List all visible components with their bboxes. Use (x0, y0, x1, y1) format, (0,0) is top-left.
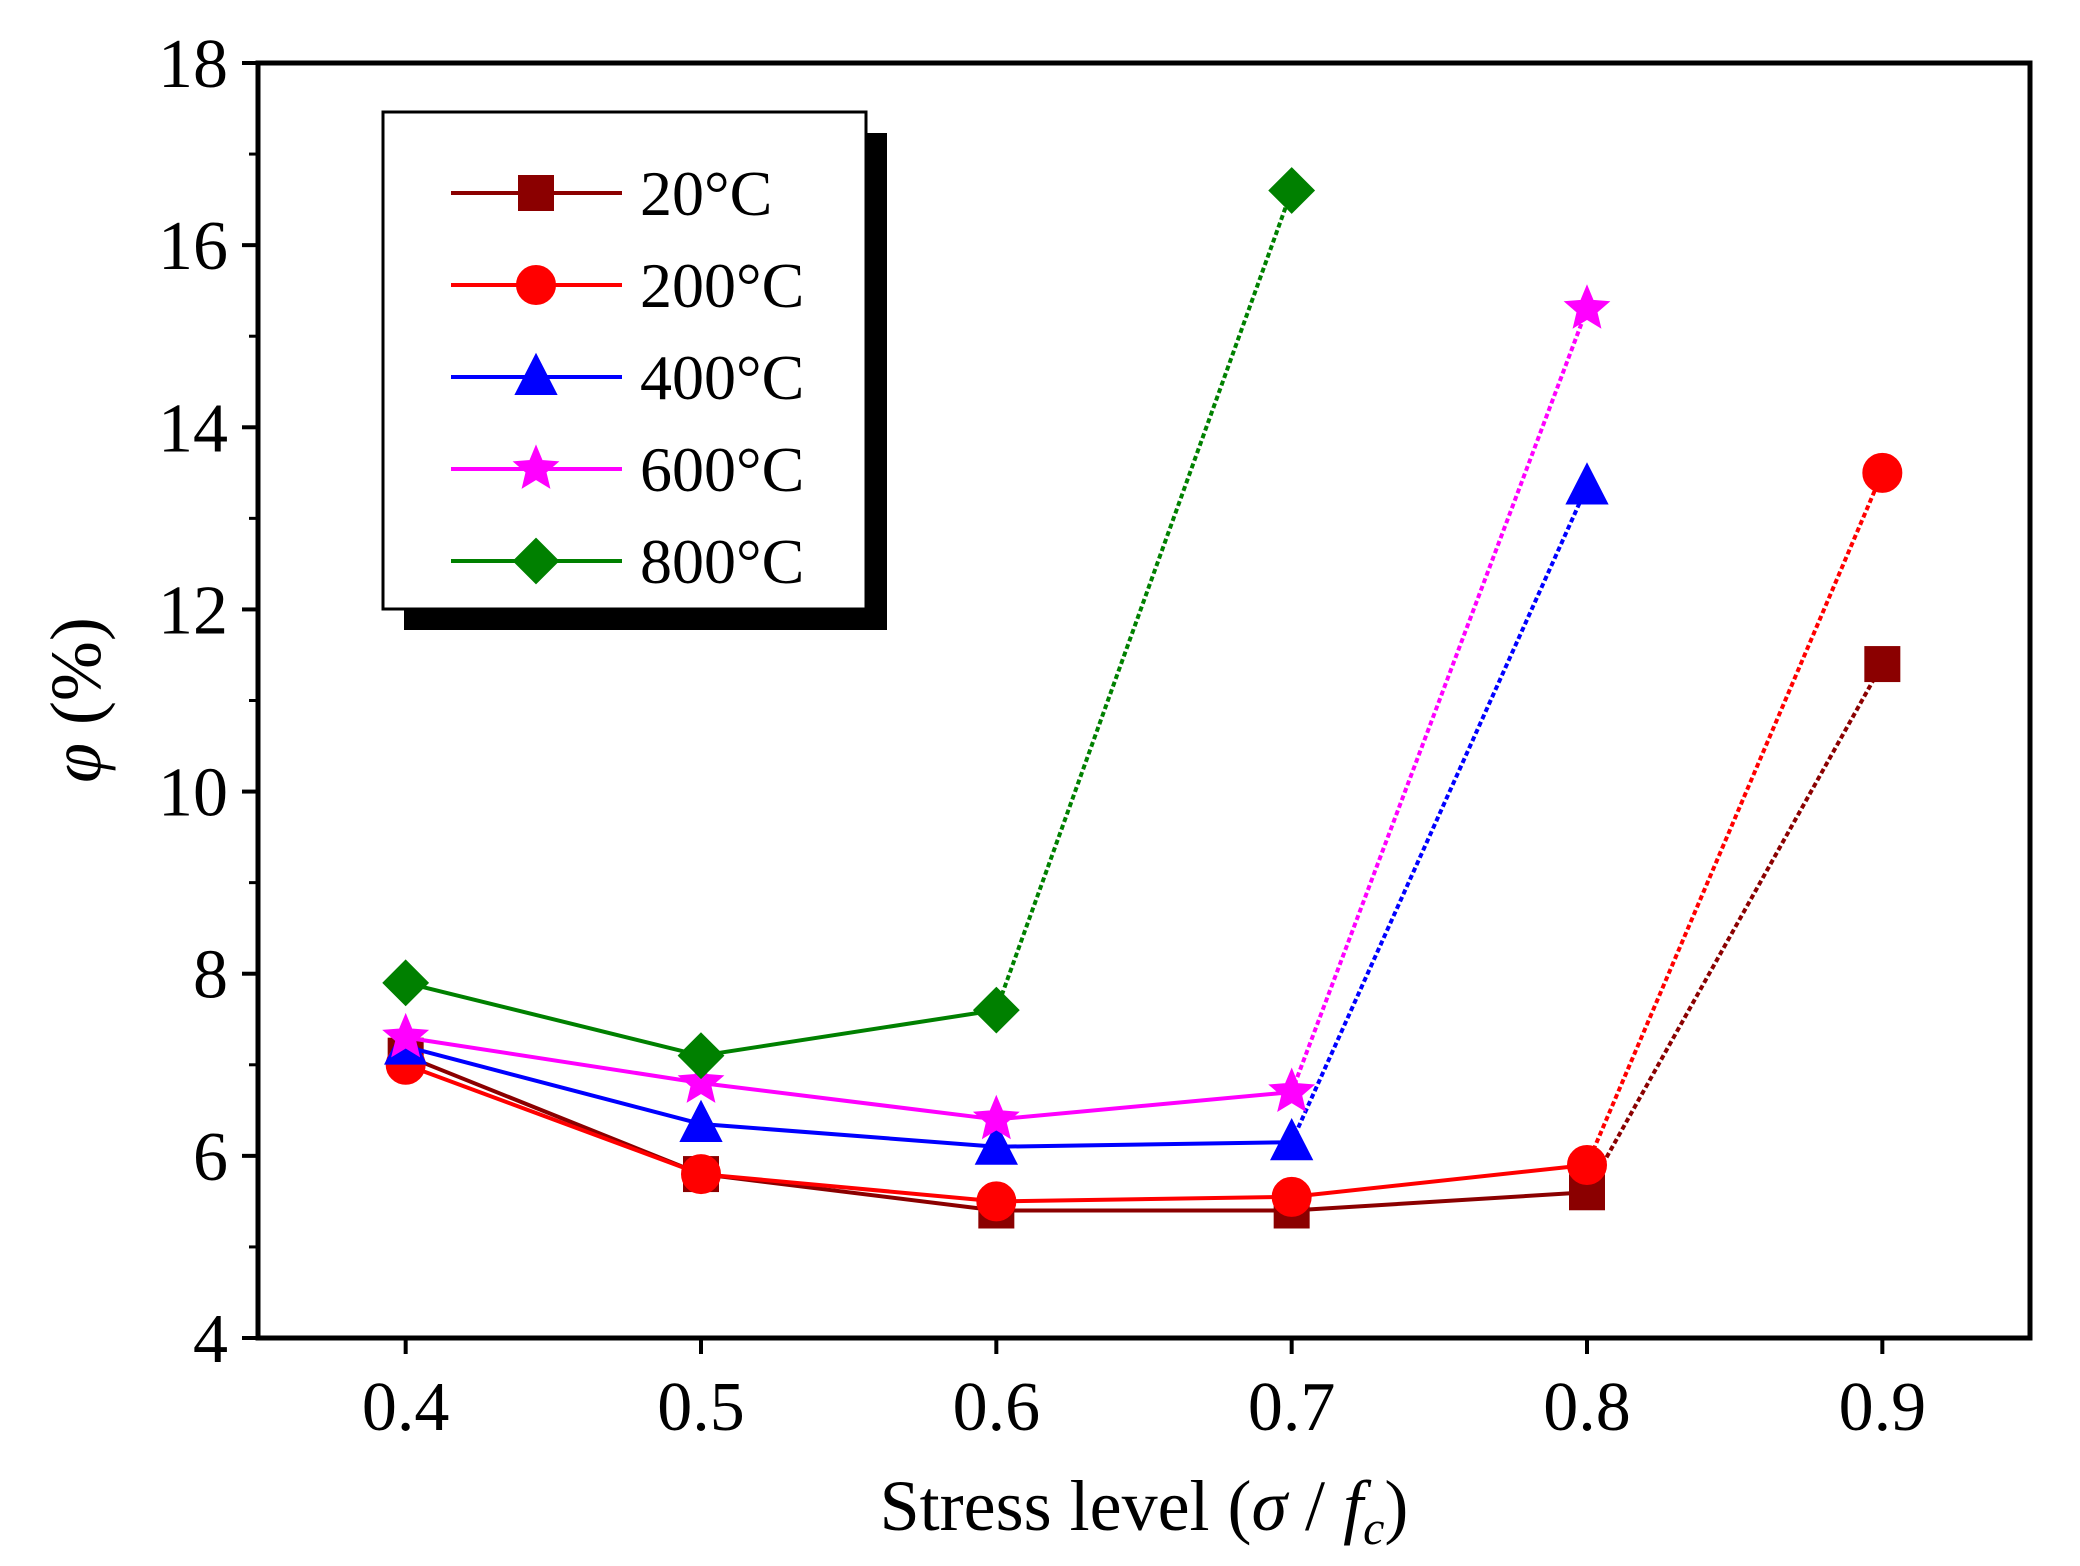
series-line-segment (700, 1081, 997, 1122)
legend-item: 200°C (451, 250, 804, 321)
data-point-marker (677, 1032, 725, 1080)
y-axis-title: φ (%) (36, 617, 116, 783)
x-axis-ticks: 0.4 0.5 0.6 0.7 0.8 0.9 (362, 1338, 1926, 1446)
legend: 20°C 200°C 400°C 600°C 800°C (381, 110, 887, 630)
series-line-segment (405, 1044, 702, 1126)
x-axis-title: Stress level (σ / fc) (880, 1466, 1409, 1555)
legend-items: 20°C 200°C 400°C 600°C 800°C (451, 158, 804, 597)
series-line-segment (1291, 1190, 1588, 1213)
x-tick-label: 0.7 (1248, 1369, 1336, 1446)
series-line-segment (700, 1121, 997, 1149)
data-point-marker (1268, 167, 1316, 214)
series-3 (382, 284, 1611, 1140)
y-tick-label: 12 (158, 572, 228, 649)
data-point-marker (382, 959, 430, 1007)
x-tick-label: 0.6 (953, 1369, 1041, 1446)
data-point-marker (972, 986, 1020, 1034)
y-tick-label: 8 (193, 937, 228, 1014)
data-point-marker (1268, 1067, 1316, 1113)
data-point-marker (679, 1099, 723, 1142)
legend-item: 800°C (451, 526, 804, 597)
series-line-segment (700, 1008, 997, 1058)
series-line-segment (404, 1062, 702, 1176)
series-line-segment (405, 1035, 702, 1085)
data-point-marker (1271, 1176, 1312, 1217)
legend-label: 800°C (640, 526, 804, 597)
legend-marker (516, 265, 556, 305)
y-tick-label: 10 (158, 755, 228, 832)
series-line-segment (1291, 1162, 1588, 1199)
data-point-marker (1862, 452, 1903, 493)
y-tick-label: 14 (158, 390, 228, 467)
x-tick-label: 0.8 (1543, 1369, 1631, 1446)
data-point-marker (972, 1094, 1020, 1140)
series-line-segment (1585, 472, 1885, 1166)
data-point-marker (681, 1154, 721, 1195)
series-line-segment (1289, 308, 1589, 1093)
legend-item: 20°C (451, 158, 772, 229)
series-line-segment (996, 1194, 1292, 1204)
data-point-marker (976, 1181, 1017, 1222)
x-tick-label: 0.5 (657, 1369, 745, 1446)
legend-marker (512, 537, 560, 585)
data-point-marker (974, 1122, 1018, 1165)
data-point-marker (1563, 284, 1611, 329)
y-tick-label: 18 (158, 26, 228, 103)
y-tick-label: 4 (193, 1301, 228, 1378)
data-point-marker (1565, 462, 1609, 505)
legend-label: 600°C (640, 434, 804, 505)
legend-item: 400°C (451, 342, 804, 413)
series-line-segment (1289, 485, 1589, 1144)
data-point-marker (382, 1012, 430, 1058)
data-point-marker (1270, 1118, 1314, 1161)
plot-area: 0.4 0.5 0.6 0.7 0.8 0.9 4 6 8 10 12 14 16 18 (158, 26, 2033, 1446)
legend-marker (518, 175, 554, 211)
series-layer (382, 167, 1903, 1229)
x-tick-label: 0.4 (362, 1369, 450, 1446)
series-line-segment (996, 1140, 1292, 1149)
series-line-segment (1585, 663, 1885, 1194)
series-line-segment (994, 189, 1294, 1011)
legend-label: 200°C (640, 250, 804, 321)
series-line-segment (405, 980, 702, 1058)
y-tick-label: 6 (193, 1119, 228, 1196)
data-point-marker (1567, 1144, 1607, 1185)
legend-item: 600°C (451, 434, 804, 505)
legend-marker (514, 352, 558, 395)
y-tick-label: 16 (158, 208, 228, 285)
series-line-segment (996, 1090, 1292, 1122)
series-line-segment (700, 1172, 997, 1204)
x-tick-label: 0.9 (1839, 1369, 1927, 1446)
data-point-marker (1864, 646, 1901, 683)
legend-marker (512, 444, 560, 489)
series-4 (382, 167, 1316, 1080)
y-axis-ticks: 4 6 8 10 12 14 16 18 (158, 26, 258, 1378)
data-point-marker (677, 1058, 725, 1103)
legend-label: 20°C (640, 158, 772, 229)
legend-label: 400°C (640, 342, 804, 413)
